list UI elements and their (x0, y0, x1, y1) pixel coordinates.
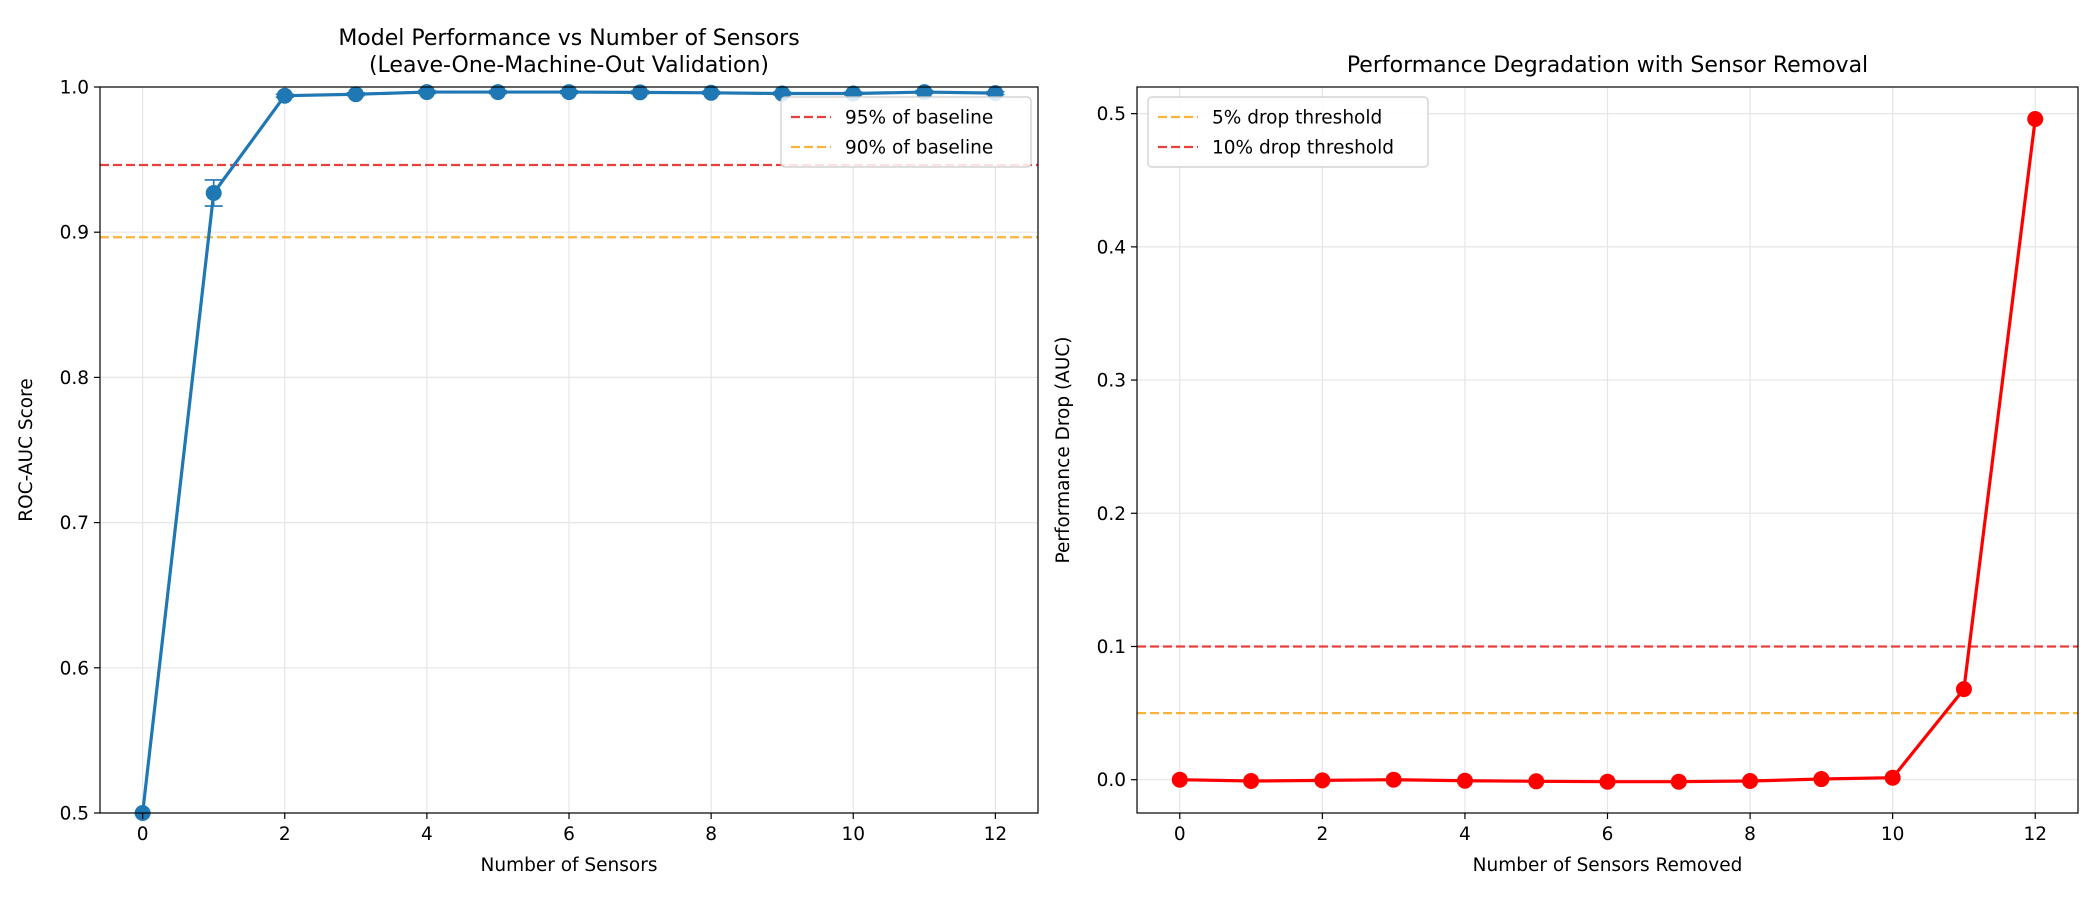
data-point (1314, 772, 1331, 789)
data-point (1599, 773, 1616, 790)
data-point (347, 86, 364, 103)
x-tick-label: 2 (1316, 824, 1328, 845)
y-tick-label: 0.5 (60, 804, 89, 825)
y-axis-label: Performance Drop (AUC) (1053, 336, 1074, 563)
data-point (205, 184, 222, 201)
x-axis-label: Number of Sensors (481, 855, 658, 876)
chart-performance-drop: 0 2 4 6 8 10 12 0.0 0.1 0.2 0.3 0.4 0.5 Performance … (1053, 53, 2079, 876)
y-tick-label: 1.0 (60, 78, 89, 99)
data-point (2027, 110, 2044, 127)
x-tick-label: 12 (2023, 824, 2047, 845)
x-tick-label: 10 (1881, 824, 1905, 845)
legend-label: 95% of baseline (845, 108, 993, 129)
x-tick-label: 10 (841, 824, 865, 845)
y-tick-label: 0.9 (60, 223, 89, 244)
legend-label: 5% drop threshold (1212, 108, 1382, 129)
data-point (1528, 773, 1545, 790)
x-tick-label: 8 (705, 824, 717, 845)
legend-box (1147, 96, 1429, 168)
data-point (632, 84, 649, 101)
legend-box (780, 96, 1032, 168)
x-tick-label: 4 (421, 824, 433, 845)
chart-subtitle: (Leave-One-Machine-Out Validation) (369, 53, 769, 78)
y-tick-label: 0.3 (1097, 371, 1126, 392)
x-tick-label: 0 (137, 824, 149, 845)
data-point (1670, 773, 1687, 790)
x-tick-label: 4 (1459, 824, 1471, 845)
data-point (1243, 773, 1260, 790)
data-point (1813, 771, 1830, 788)
data-point (1385, 771, 1402, 788)
x-tick-label: 6 (563, 824, 575, 845)
data-point (916, 84, 933, 101)
y-tick-label: 0.7 (60, 513, 89, 534)
x-tick-label: 2 (279, 824, 291, 845)
y-tick-label: 0.0 (1097, 770, 1126, 791)
y-tick-label: 0.4 (1097, 237, 1126, 258)
y-tick-label: 0.2 (1097, 504, 1126, 525)
data-point (1171, 771, 1188, 788)
x-tick-label: 12 (984, 824, 1008, 845)
x-axis-label: Number of Sensors Removed (1473, 855, 1743, 876)
data-point (1955, 681, 1972, 698)
data-point (276, 87, 293, 104)
chart-title: Model Performance vs Number of Sensors (338, 26, 799, 51)
legend: 95% of baseline 90% of baseline (780, 96, 1032, 168)
data-point (561, 84, 577, 101)
data-point (1742, 773, 1759, 790)
y-tick-label: 0.6 (60, 658, 89, 679)
y-tick-label: 0.5 (1097, 104, 1126, 125)
data-point (418, 84, 435, 101)
x-tick-label: 6 (1602, 824, 1614, 845)
y-axis-label: ROC-AUC Score (16, 378, 37, 521)
x-tick-label: 8 (1744, 824, 1756, 845)
x-tick-label: 0 (1174, 824, 1186, 845)
legend-label: 10% drop threshold (1212, 138, 1394, 159)
legend: 5% drop threshold 10% drop threshold (1147, 96, 1429, 168)
chart-auc-vs-sensors: 0 2 4 6 8 10 12 0.5 0.6 0.7 0.8 0.9 1.0 Model Perfor… (16, 26, 1039, 876)
data-point (703, 84, 720, 101)
data-point (1456, 772, 1473, 789)
data-point (1884, 769, 1901, 786)
legend-label: 90% of baseline (845, 138, 993, 159)
chart-title: Performance Degradation with Sensor Remo… (1347, 53, 1868, 78)
y-tick-label: 0.8 (60, 368, 89, 389)
y-tick-label: 0.1 (1097, 637, 1126, 658)
data-point (489, 84, 506, 101)
